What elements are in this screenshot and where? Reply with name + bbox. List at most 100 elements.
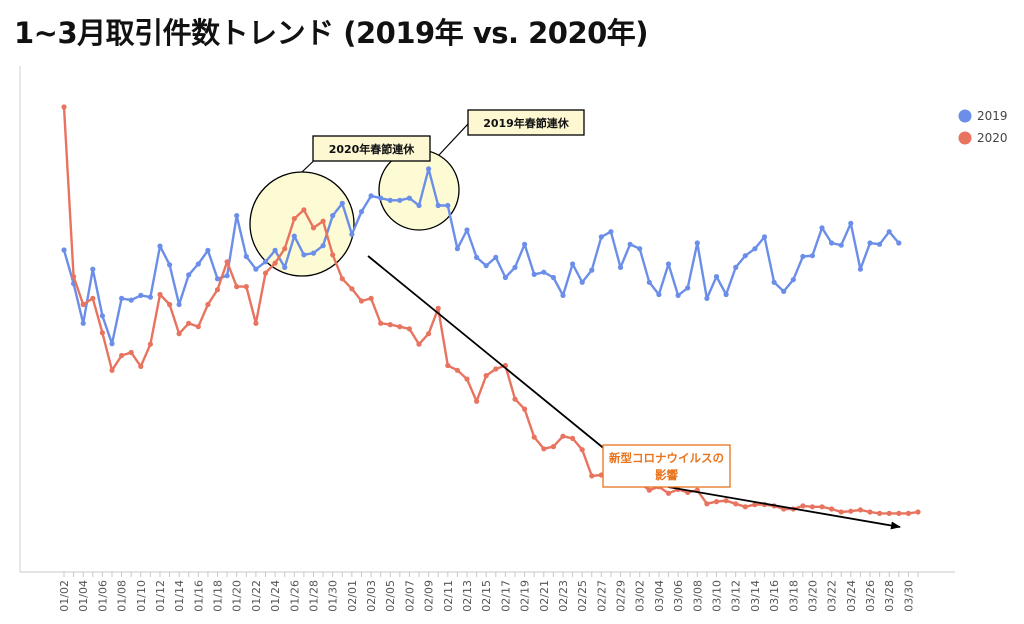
impact-label-line1: 新型コロナウイルスの [609,451,724,465]
data-point-2020 [589,473,595,479]
data-point-2020 [119,352,125,359]
data-point-2020 [646,487,652,493]
series-line-2020 [62,106,919,515]
data-point-2019 [531,271,537,277]
data-point-2019 [627,241,633,247]
x-tick-label: 01/02 [58,580,71,612]
data-point-2020 [483,373,489,379]
data-point-2020 [358,298,365,304]
x-tick-label: 01/30 [327,580,340,612]
x-tick-label: 01/10 [135,580,148,612]
callout-2019-label: 2019年春節連休 [483,116,570,130]
data-point-2019 [339,200,345,206]
data-point-2019 [704,295,710,301]
x-tick-label: 01/16 [192,580,205,612]
data-point-2019 [387,197,393,203]
data-point-2020 [109,367,115,373]
data-point-2020 [522,406,528,412]
data-point-2020 [493,366,499,372]
data-point-2019 [608,229,614,235]
data-point-2019 [186,272,192,278]
data-point-2020 [838,509,844,515]
data-point-2019 [896,240,902,246]
data-point-2019 [320,243,326,249]
data-point-2020 [426,331,432,337]
data-point-2020 [541,446,547,452]
x-tick-label: 02/09 [423,580,436,612]
data-point-2019 [809,253,816,259]
data-point-2019 [99,313,105,319]
x-tick-label: 02/27 [595,580,608,612]
x-tick-label: 02/19 [519,580,532,612]
x-tick-label: 03/22 [826,580,839,612]
data-point-2020 [80,301,86,308]
data-point-2019 [723,291,729,298]
impact-arrow-line-2 [667,486,901,530]
data-point-2019 [589,267,595,273]
callout-2019-leader [438,123,469,156]
data-point-2019 [493,254,499,260]
data-point-2019 [541,269,547,275]
data-point-2019 [378,195,384,201]
data-point-2020 [829,506,835,512]
data-point-2020 [147,341,153,347]
data-point-2019 [253,266,259,272]
data-point-2020 [800,503,806,509]
data-point-2020 [665,490,672,496]
data-point-2020 [704,501,710,507]
x-tick-label: 02/11 [442,580,455,612]
data-point-2019 [512,264,518,270]
data-point-2019 [483,263,489,269]
data-point-2020 [752,502,758,508]
data-point-2020 [167,301,173,308]
data-point-2020 [742,504,748,510]
data-point-2020 [416,341,422,347]
data-point-2019 [886,229,892,235]
data-point-2019 [272,247,278,253]
data-point-2020 [809,504,816,510]
data-point-2019 [262,259,269,265]
data-point-2020 [896,510,902,516]
x-tick-label: 02/21 [538,580,551,612]
impact-label-line2: 影響 [655,468,678,482]
data-point-2020 [330,252,336,258]
data-point-2020 [61,104,67,110]
data-point-2019 [90,266,96,272]
data-point-2019 [109,341,115,347]
data-point-2019 [848,220,854,226]
data-point-2020 [560,433,566,439]
data-point-2020 [387,322,393,328]
data-point-2019 [665,261,672,267]
x-axis-ticks: 01/02 01/04 01/06 01/08 01/10 01/12 01/14 01/16… [58,572,919,612]
data-point-2020 [310,225,317,231]
data-point-2019 [656,291,662,298]
data-point-2020 [848,508,854,514]
data-point-2019 [368,193,374,199]
data-point-2019 [80,320,86,326]
x-tick-label: 02/23 [557,580,570,612]
data-point-2020 [570,435,576,441]
data-point-2019 [819,225,825,231]
legend-label-2020: 2020 [977,131,1008,145]
data-point-2020 [253,320,259,326]
data-point-2020 [339,276,345,282]
x-tick-label: 02/07 [403,580,416,612]
data-point-2020 [406,326,412,332]
x-tick-label: 03/24 [845,580,858,612]
data-point-2020 [531,434,537,440]
x-tick-label: 01/12 [154,580,167,612]
data-point-2020 [819,504,825,510]
holiday-2019-highlight [378,149,460,231]
x-tick-label: 03/04 [653,580,666,612]
data-point-2019 [637,246,643,252]
data-point-2020 [435,305,441,311]
data-point-2019 [685,285,691,291]
callout-2020-label: 2020年春節連休 [329,142,416,156]
page-title: 1~3月取引件数トレンド (2019年 vs. 2020年) [14,16,649,50]
data-point-2020 [243,284,249,290]
data-point-2020 [368,295,374,301]
x-tick-label: 02/01 [346,580,359,612]
data-point-2019 [800,253,806,260]
x-tick-label: 01/06 [96,580,109,612]
series-line-2019 [62,167,900,345]
